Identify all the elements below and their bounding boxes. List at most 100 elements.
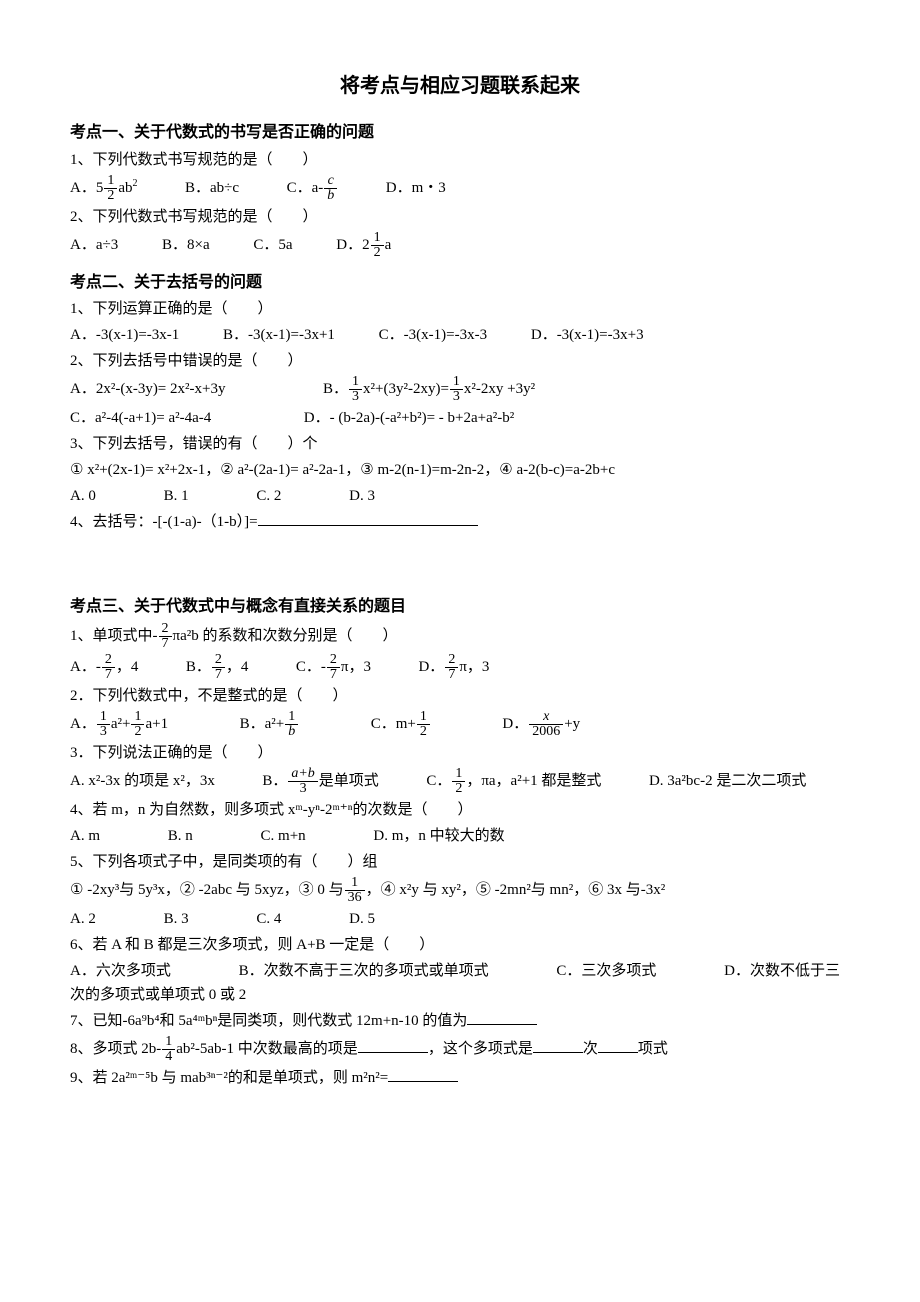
frac-num: 1	[452, 767, 465, 781]
s1q1-b: B．ab÷c	[185, 180, 239, 196]
s3q2-A2: a²+	[111, 716, 131, 732]
frac-num: 1	[450, 375, 463, 389]
frac-num: 2	[445, 653, 458, 667]
frac-num: 1	[371, 231, 384, 245]
s2-q1: 1、下列运算正确的是（ ）	[70, 297, 850, 321]
s2q2-c: C．a²-4(-a+1)= a²-4a-4	[70, 410, 211, 426]
frac-den: 2	[452, 781, 465, 796]
s3q5-C: C. 4	[256, 911, 281, 927]
s3q8-a: 8、多项式 2b-	[70, 1041, 161, 1057]
s1-q1-options: A．512ab2 B．ab÷c C．a-cb D．m・3	[70, 174, 850, 203]
frac-den: 2	[131, 724, 144, 739]
s2-q2: 2、下列去括号中错误的是（ ）	[70, 349, 850, 373]
s3q5-D: D. 5	[349, 911, 375, 927]
s3-q8: 8、多项式 2b-14ab²-5ab-1 中次数最高的项是，这个多项式是次项式	[70, 1035, 850, 1064]
frac-num: 2	[159, 622, 172, 636]
s3-q5: 5、下列各项式子中，是同类项的有（ ）组	[70, 850, 850, 874]
s3q2-D2: +y	[564, 716, 580, 732]
s3q3-C2: ，πa，a²+1 都是整式	[466, 773, 601, 789]
s2q3-c: C. 2	[256, 488, 281, 504]
frac-den: 7	[102, 667, 115, 682]
frac-den: 2	[371, 245, 384, 260]
frac-den: 3	[349, 389, 362, 404]
frac-den: 7	[159, 636, 172, 651]
s3-q2: 2．下列代数式中，不是整式的是（ ）	[70, 684, 850, 708]
blank-line	[598, 1037, 638, 1053]
s1q2-c: C．5a	[253, 237, 292, 253]
frac-num: c	[324, 174, 337, 188]
section2-heading: 考点二、关于去括号的问题	[70, 270, 850, 296]
blank-line	[258, 510, 478, 526]
frac-den: 7	[445, 667, 458, 682]
s2q1-c: C．-3(x-1)=-3x-3	[379, 327, 487, 343]
section3-heading: 考点三、关于代数式中与概念有直接关系的题目	[70, 594, 850, 620]
s1q2-a: A．a÷3	[70, 237, 118, 253]
s3q6-C: C．三次多项式	[556, 963, 656, 979]
s3-q6: 6、若 A 和 B 都是三次多项式，则 A+B 一定是（ ）	[70, 933, 850, 957]
s3-q3: 3．下列说法正确的是（ ）	[70, 741, 850, 765]
s3q3-B: B．	[262, 773, 287, 789]
blank-line	[358, 1037, 428, 1053]
s2q1-d: D．-3(x-1)=-3x+3	[531, 327, 644, 343]
s1q1-a2: ab	[118, 180, 132, 196]
s2q1-a: A．-3(x-1)=-3x-1	[70, 327, 179, 343]
s1q2-b: B．8×a	[162, 237, 210, 253]
s3q2-D: D．	[502, 716, 528, 732]
page-title: 将考点与相应习题联系起来	[70, 70, 850, 102]
s3q1-D2: π，3	[459, 659, 489, 675]
s2q3-a: A. 0	[70, 488, 96, 504]
frac-num: x	[529, 710, 563, 724]
s3q5-B: B. 3	[164, 911, 189, 927]
s2-q3-items: ① x²+(2x-1)= x²+2x-1，② a²-(2a-1)= a²-2a-…	[70, 458, 850, 482]
s3q1-A2: ，4	[116, 659, 139, 675]
frac-num: 1	[417, 710, 430, 724]
frac-den: 7	[212, 667, 225, 682]
s2q2-d: D．- (b-2a)-(-a²+b²)= - b+2a+a²-b²	[304, 410, 515, 426]
s3-q9: 9、若 2a²ᵐ⁻⁵b 与 mab³ⁿ⁻²的和是单项式，则 m²n²=	[70, 1066, 850, 1090]
s3q4-B: B. n	[168, 828, 193, 844]
blank-line	[388, 1066, 458, 1082]
s3q6-A: A．六次多项式	[70, 963, 171, 979]
s3-q4: 4、若 m，n 为自然数，则多项式 xᵐ-yⁿ-2ᵐ⁺ⁿ的次数是（ ）	[70, 798, 850, 822]
frac-num: 1	[349, 375, 362, 389]
s3-q1-options: A．-27，4 B．27，4 C．-27π，3 D．27π，3	[70, 653, 850, 682]
frac-num: 1	[104, 174, 117, 188]
s3q1-A: A．-	[70, 659, 101, 675]
s2-q4: 4、去括号：-[-(1-a)-（1-b）]=	[70, 510, 850, 534]
s2q4-text: 4、去括号：-[-(1-a)-（1-b）]=	[70, 514, 258, 530]
s3q3-D: D. 3a²bc-2 是二次二项式	[649, 773, 806, 789]
s3q1-C2: π，3	[341, 659, 371, 675]
s3q1-D: D．	[418, 659, 444, 675]
s3q4-A: A. m	[70, 828, 100, 844]
s3q2-C: C．m+	[371, 716, 416, 732]
frac-num: a+b	[288, 767, 317, 781]
frac-num: 1	[285, 710, 298, 724]
s3q4-C: C. m+n	[261, 828, 306, 844]
s1q2-d2: a	[385, 237, 392, 253]
s3q1-b: πa²b 的系数和次数分别是（ ）	[173, 628, 398, 644]
frac-num: 1	[97, 710, 110, 724]
frac-num: 2	[102, 653, 115, 667]
frac-den: 2	[417, 724, 430, 739]
frac-den: b	[324, 188, 337, 203]
s3q1-C: C．-	[296, 659, 326, 675]
s2-q3-options: A. 0 B. 1 C. 2 D. 3	[70, 484, 850, 508]
frac-den: 2	[104, 188, 117, 203]
s3q5-items1: ① -2xy³与 5y³x，② -2abc 与 5xyz，③ 0 与	[70, 882, 344, 898]
s3q1-a: 1、单项式中-	[70, 628, 158, 644]
s3-q3-options: A. x²-3x 的项是 x²，3x B．a+b3是单项式 C．12，πa，a²…	[70, 767, 850, 796]
frac-den: 2006	[529, 724, 563, 739]
s1-q2: 2、下列代数式书写规范的是（ ）	[70, 205, 850, 229]
s1q1-d: D．m・3	[386, 180, 446, 196]
s3q1-B2: ，4	[226, 659, 249, 675]
frac-den: 36	[345, 890, 365, 905]
frac-den: b	[285, 724, 298, 739]
blank-line	[533, 1037, 583, 1053]
s2-q2-cd: C．a²-4(-a+1)= a²-4a-4 D．- (b-2a)-(-a²+b²…	[70, 406, 850, 430]
frac-num: 1	[131, 710, 144, 724]
frac-den: 3	[288, 781, 317, 796]
frac-num: 1	[345, 876, 365, 890]
s2-q3: 3、下列去括号，错误的有（ ）个	[70, 432, 850, 456]
frac-num: 2	[212, 653, 225, 667]
s3q3-C: C．	[426, 773, 451, 789]
